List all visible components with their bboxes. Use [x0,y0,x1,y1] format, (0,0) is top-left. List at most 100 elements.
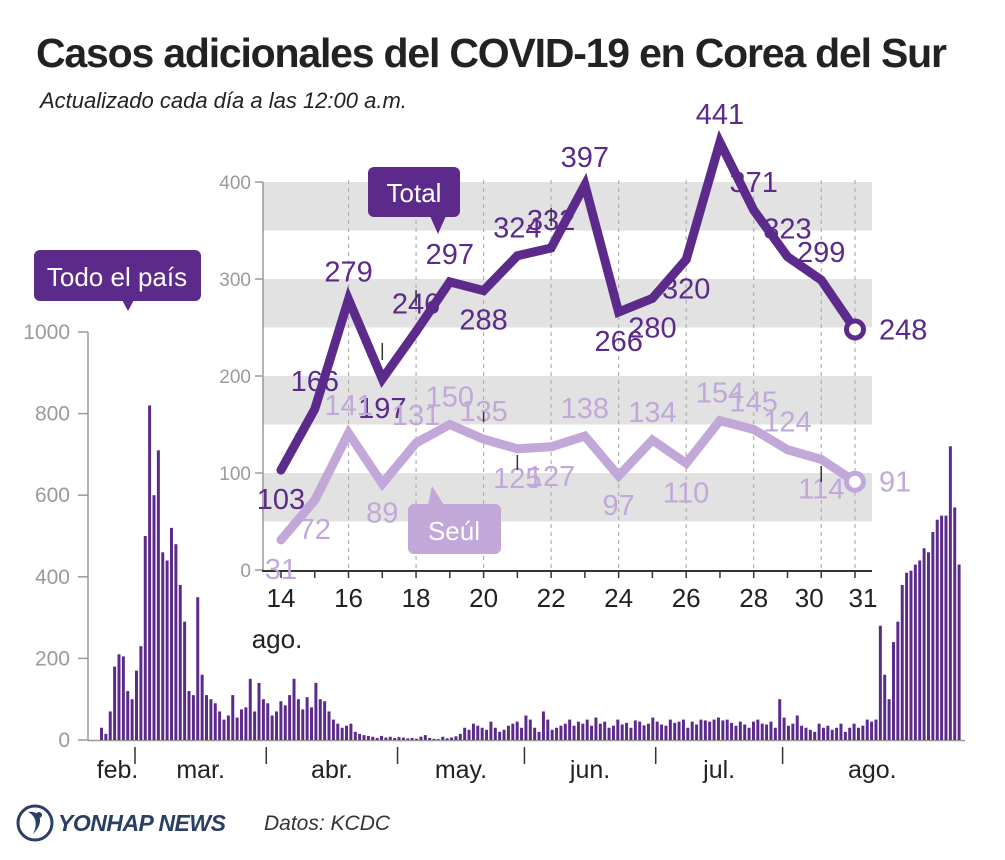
total-point [482,289,486,293]
national-bar [380,735,384,740]
national-bar [423,735,427,740]
national-bar [905,572,909,740]
grid-band [262,376,872,425]
national-bar [830,729,834,740]
national-bar [826,725,830,740]
national-bar [156,450,160,740]
seoul-end-marker [844,470,866,493]
national-bar [598,723,602,740]
national-bar [559,725,563,740]
national-bar [712,719,716,740]
national-bar [240,709,243,740]
national-bar [931,531,935,740]
national-bar [323,701,327,740]
national-bar [476,725,480,740]
national-bar [896,621,900,740]
national-bar [428,737,432,740]
national-bar [275,711,279,740]
national-bar [183,621,187,740]
national-bar [191,695,195,740]
footer-brand: YONHAP NEWS [58,810,226,836]
national-bar [856,727,860,740]
national-bar [616,719,620,740]
seoul-value-label: 145 [730,386,778,418]
total-value-label: 371 [730,167,778,199]
national-bar [327,711,331,740]
national-bar [883,674,887,740]
national-bar [520,727,524,740]
month-label: jul. [702,756,735,784]
national-bar [235,717,239,740]
national-bar [537,731,541,740]
total-value-label: 299 [797,237,845,269]
national-bar [266,703,270,740]
national-bar [660,724,664,740]
seoul-value-label: 154 [696,378,744,410]
todo-el-pais-label-box: Todo el país [34,250,201,311]
national-bar [677,721,681,740]
national-bar [358,733,362,740]
national-bar [226,715,230,740]
national-bar [506,725,510,740]
national-bar [152,495,156,740]
national-bar [878,625,882,740]
national-bar [353,731,357,740]
month-label: mar. [176,756,225,784]
national-bar [170,527,173,740]
national-bar [200,674,204,740]
national-bar [314,682,318,740]
national-bar [900,584,904,740]
seoul-point [650,438,654,442]
national-bar [406,738,410,740]
national-bar [874,719,878,740]
label-box-pointer [122,300,134,311]
national-bar [493,727,497,740]
national-bar [611,725,615,740]
national-bar [590,725,594,740]
national-bar [310,707,314,740]
national-bar [843,731,847,740]
total-point [718,140,722,144]
national-bar [773,727,777,740]
national-bar [891,642,895,740]
national-bar [205,695,208,740]
national-bar [511,723,515,740]
national-bar [848,727,852,740]
national-bar [318,699,322,740]
national-bar [213,703,217,740]
seoul-value-label: 141 [324,390,372,422]
national-bar [362,735,366,740]
seoul-value-label: 131 [392,400,440,432]
national-bar [642,725,646,740]
label-box-background [34,250,201,301]
national-bar [778,699,782,740]
national-bar [419,736,423,740]
national-bar [821,727,825,740]
total-point [650,296,654,300]
national-bar [585,719,589,740]
national-bar [270,715,274,740]
national-bar [288,695,292,740]
national-bar [528,719,532,740]
national-bar [751,721,755,740]
month-label: may. [435,756,487,784]
national-bar [646,723,650,740]
national-bar [572,725,576,740]
national-bar [463,727,467,740]
total-value-label: 297 [426,239,474,271]
national-bar [607,727,611,740]
line-y-tick-label: 400 [219,173,251,194]
national-bar [655,721,659,740]
line-x-tick-label: 28 [739,583,768,613]
national-bar [576,721,580,740]
national-bar [117,654,121,740]
national-bar [222,719,226,740]
national-bar [371,736,375,740]
seoul-label-box: Seúl [408,486,501,554]
national-bar [957,564,961,740]
national-bar [397,737,401,740]
seoul-point [482,437,486,441]
national-bar [541,711,545,740]
national-bar [345,725,349,740]
